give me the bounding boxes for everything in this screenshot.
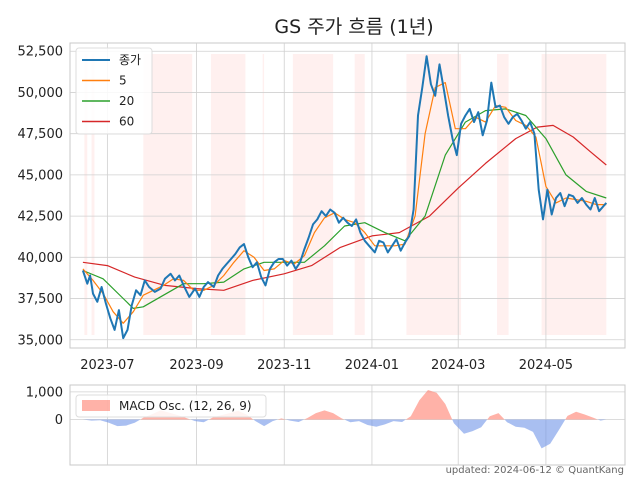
macd-legend-label: MACD Osc. (12, 26, 9) bbox=[119, 399, 252, 413]
shaded-band bbox=[354, 54, 365, 335]
price-gridlines bbox=[70, 43, 625, 348]
series-line-ma60 bbox=[82, 124, 607, 291]
shaded-band bbox=[91, 54, 95, 335]
chart-title: GS 주가 흐름 (1년) bbox=[274, 16, 433, 38]
x-tick-label: 2024-03 bbox=[431, 358, 485, 373]
footer-credit: updated: 2024-06-12 © QuantKang bbox=[446, 465, 624, 476]
series-line-close bbox=[81, 55, 608, 340]
y-tick-label: 37,500 bbox=[18, 292, 64, 307]
y-tick-label: 45,000 bbox=[18, 168, 64, 183]
x-tick-label: 2024-01 bbox=[345, 358, 399, 373]
x-tick-label: 2023-07 bbox=[80, 358, 134, 373]
macd-panel: 1,000 0 MACD Osc. (12, 26, 9) bbox=[26, 384, 626, 466]
macd-area bbox=[82, 390, 607, 449]
macd-negative-area bbox=[82, 419, 607, 449]
macd-legend-box bbox=[75, 394, 267, 418]
price-legend: 종가 5 20 60 bbox=[75, 47, 153, 135]
price-panel: 35,000 37,500 40,000 42,500 45,000 47,500 50,0… bbox=[18, 42, 626, 373]
macd-legend: MACD Osc. (12, 26, 9) bbox=[75, 394, 267, 418]
series-line-ma20 bbox=[82, 108, 607, 309]
x-tick-label: 2023-09 bbox=[169, 358, 223, 373]
y-tick-label: 42,500 bbox=[18, 210, 64, 225]
legend-label: 종가 bbox=[119, 53, 141, 67]
shaded-band bbox=[497, 54, 509, 335]
y-tick-label: 40,000 bbox=[18, 251, 64, 266]
legend-box bbox=[75, 47, 153, 135]
y-tick-label: 50,000 bbox=[18, 86, 64, 101]
legend-label: 20 bbox=[119, 94, 134, 108]
legend-label: 60 bbox=[119, 115, 134, 129]
shaded-band bbox=[262, 54, 265, 335]
price-series bbox=[81, 55, 608, 340]
y-tick-label: 47,500 bbox=[18, 127, 64, 142]
shaded-band bbox=[292, 54, 334, 335]
price-x-tick-labels: 2023-07 2023-09 2023-11 2024-01 2024-03 2024-… bbox=[80, 358, 573, 373]
y-tick-label: 52,500 bbox=[18, 45, 64, 60]
y-tick-label: 35,000 bbox=[18, 333, 64, 348]
legend-label: 5 bbox=[119, 74, 127, 88]
x-tick-label: 2024-05 bbox=[519, 358, 573, 373]
price-y-tick-labels: 35,000 37,500 40,000 42,500 45,000 47,500 50,0… bbox=[18, 45, 64, 349]
macd-legend-swatch bbox=[82, 400, 110, 411]
macd-y-tick-label: 1,000 bbox=[26, 385, 63, 400]
shaded-band bbox=[210, 54, 246, 335]
x-tick-label: 2023-11 bbox=[257, 358, 311, 373]
macd-y-tick-labels: 1,000 0 bbox=[26, 385, 63, 428]
macd-y-tick-label: 0 bbox=[55, 413, 63, 428]
shaded-band bbox=[84, 54, 88, 335]
